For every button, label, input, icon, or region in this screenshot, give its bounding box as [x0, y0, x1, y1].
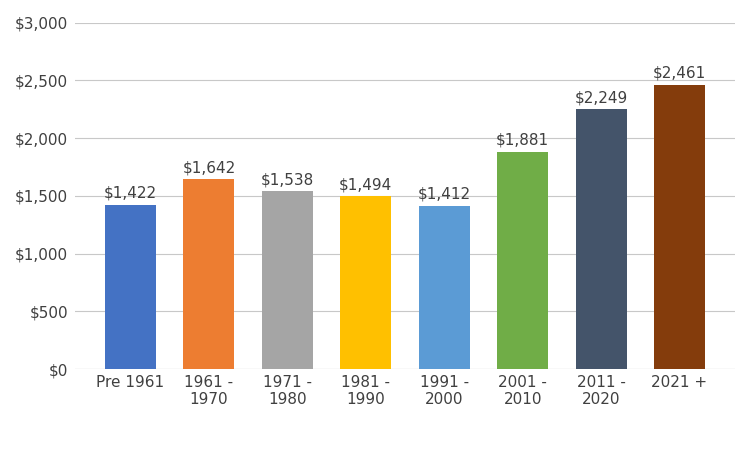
Text: $1,412: $1,412 — [418, 187, 471, 202]
Bar — [105, 205, 156, 369]
Text: $2,249: $2,249 — [574, 90, 628, 105]
Text: $1,494: $1,494 — [339, 177, 392, 193]
Bar — [654, 85, 705, 369]
Bar — [575, 109, 626, 369]
Bar — [184, 180, 235, 369]
Text: $1,881: $1,881 — [496, 133, 549, 148]
Bar — [340, 197, 392, 369]
Bar — [262, 191, 313, 369]
Bar — [497, 152, 548, 369]
Text: $1,538: $1,538 — [261, 172, 314, 187]
Text: $2,461: $2,461 — [653, 66, 706, 81]
Bar — [419, 206, 470, 369]
Text: $1,642: $1,642 — [182, 160, 236, 176]
Text: $1,422: $1,422 — [104, 186, 157, 201]
